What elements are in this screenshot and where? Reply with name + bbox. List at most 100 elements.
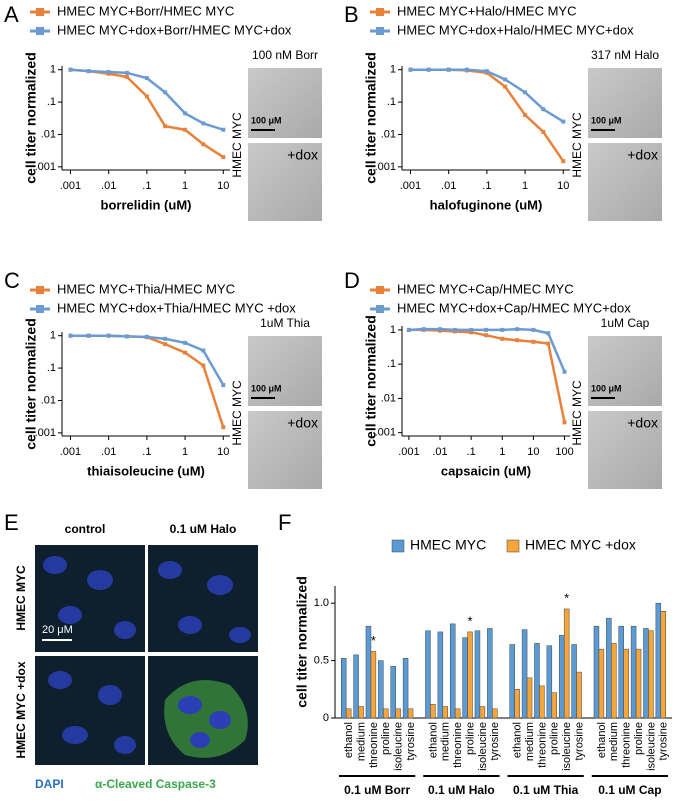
x-tick-label: .1 [482, 180, 491, 192]
bar [467, 631, 473, 719]
y-tick-label: 1 [390, 64, 396, 76]
x-tick-label: .01 [432, 446, 447, 458]
stain-label: DAPI [35, 777, 64, 791]
legend-label: HMEC MYC+Cap/HMEC MYC [397, 281, 574, 296]
nuclei [43, 556, 251, 754]
y-tick-label: .001 [375, 161, 396, 173]
legend-label: HMEC MYC [410, 537, 486, 553]
point [221, 127, 226, 132]
x-tick-label: ethanol [427, 722, 439, 758]
y-tick-label: 1 [390, 324, 396, 336]
point [201, 142, 206, 147]
legend-label: HMEC MYC+dox+Cap/HMEC MYC+dox [397, 300, 631, 315]
point [531, 327, 536, 332]
y-tick-label: .1 [47, 362, 56, 374]
legend-label: HMEC MYC+dox+Halo/HMEC MYC+dox [397, 22, 634, 37]
bar [345, 708, 352, 719]
row-label: HMEC MYC [230, 112, 244, 178]
x-tick-label: 100 [555, 446, 573, 458]
x-tick-label: .1 [142, 446, 151, 458]
point [464, 67, 469, 72]
point [541, 129, 546, 134]
bar [606, 617, 612, 719]
x-tick-label: tyrosine [658, 722, 670, 761]
bar [655, 602, 662, 719]
x-tick-label: tyrosine [405, 722, 417, 761]
dox-label: +dox [627, 147, 658, 163]
x-tick-label: .1 [467, 446, 476, 458]
bar [521, 629, 528, 719]
point [500, 336, 505, 341]
x-tick-label: .001 [400, 180, 421, 192]
scale-label: 20 μM [42, 624, 73, 636]
point [221, 155, 226, 160]
point [183, 340, 188, 345]
point [469, 330, 474, 335]
point [201, 363, 206, 368]
micrograph [588, 68, 662, 138]
point [561, 119, 566, 124]
x-tick-label: ethanol [596, 722, 608, 758]
point [500, 327, 505, 332]
x-tick-label: threonine [621, 722, 633, 768]
y-tick-label: .01 [381, 128, 396, 140]
x-tick-label: .001 [60, 446, 81, 458]
micrograph [588, 336, 662, 406]
bar [623, 648, 629, 719]
scale-label: 100 μM [591, 383, 622, 393]
x-axis-label: capsaicin (uM) [441, 463, 531, 478]
point [484, 69, 489, 74]
point [562, 369, 567, 374]
point [515, 338, 520, 343]
point [406, 327, 411, 332]
x-tick-label: .01 [101, 446, 116, 458]
point [452, 327, 457, 332]
bar [648, 630, 654, 719]
bar [390, 666, 396, 719]
x-tick-label: tyrosine [489, 722, 501, 761]
point [546, 341, 551, 346]
micrograph-title: 317 nM Halo [591, 48, 659, 62]
point [221, 383, 226, 388]
point [438, 327, 443, 332]
bar [402, 658, 409, 719]
legend-marker [376, 8, 384, 16]
bar [437, 631, 444, 719]
bar [571, 644, 577, 719]
legend-marker [36, 305, 44, 313]
bar [425, 630, 431, 719]
nuclei [178, 696, 231, 748]
x-tick-label: isoleucine [561, 722, 573, 771]
legend-label: HMEC MYC+Borr/HMEC MYC [57, 3, 234, 18]
legend-marker [376, 286, 384, 294]
column-label: control [65, 522, 106, 536]
panel-letter: C [4, 268, 20, 293]
y-axis-label: cell titer normalized [363, 315, 379, 446]
point [163, 342, 168, 347]
x-tick-label: 10 [217, 446, 229, 458]
row-label: HMEC MYC [230, 380, 244, 446]
row-label: HMEC MYC [570, 380, 584, 446]
series-line [70, 334, 225, 386]
x-tick-label: medium [440, 722, 452, 761]
point [531, 339, 536, 344]
micrograph [588, 143, 662, 221]
y-tick-label: .001 [35, 161, 56, 173]
panel-letter: E [4, 510, 19, 535]
x-tick-label: ethanol [343, 722, 355, 758]
panel-letter: B [344, 2, 359, 27]
group-label: 0.1 uM Cap [598, 783, 661, 797]
bar [407, 708, 414, 719]
point [546, 331, 551, 336]
point [426, 67, 431, 72]
y-tick-label: 1 [50, 64, 56, 76]
legend-label: HMEC MYC +dox [525, 537, 636, 553]
x-tick-label: 1 [182, 446, 188, 458]
x-tick-label: .01 [441, 180, 456, 192]
point [106, 333, 111, 338]
x-tick-label: 1 [522, 180, 528, 192]
x-tick-label: proline [464, 722, 476, 755]
bar [630, 625, 637, 719]
point [68, 333, 73, 338]
